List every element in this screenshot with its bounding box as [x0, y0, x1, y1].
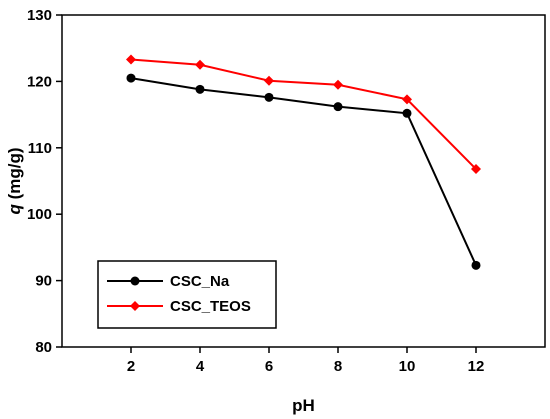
x-tick-label: 12: [468, 358, 485, 375]
x-tick-label: 10: [399, 358, 416, 375]
legend: CSC_Na CSC_TEOS: [97, 260, 277, 329]
data-point-csc-na: [264, 92, 274, 102]
data-point-csc-na: [402, 108, 412, 118]
x-tick-label: 6: [265, 358, 273, 375]
x-tick-label: 4: [196, 358, 205, 375]
series-layer: [126, 54, 481, 270]
data-point-csc-teos: [471, 164, 481, 175]
legend-label-csc-na: CSC_Na: [170, 273, 230, 290]
data-point-csc-teos: [126, 54, 136, 65]
data-point-csc-teos: [333, 79, 343, 90]
y-tick-label: 80: [35, 339, 52, 356]
plot-frame: [61, 14, 546, 348]
y-tick-label: 100: [27, 206, 52, 223]
data-point-csc-na: [195, 84, 205, 94]
y-tick-label: 110: [28, 140, 52, 157]
data-point-csc-na: [471, 260, 481, 270]
data-point-csc-teos: [195, 59, 205, 70]
x-tick-label: 2: [127, 358, 135, 375]
series-line-csc-na: [130, 77, 477, 266]
legend-marker-csc-teos: [130, 301, 140, 311]
legend-box: [97, 260, 277, 329]
data-point-csc-teos: [264, 75, 274, 86]
y-tick-label: 130: [27, 7, 52, 24]
legend-marker-csc-na: [130, 276, 140, 286]
y-axis-title: q (mg/g): [5, 147, 24, 214]
y-tick-label: 120: [27, 73, 52, 90]
y-axis-title-symbol: q: [5, 204, 24, 215]
y-axis-title-unit: (mg/g): [5, 147, 24, 204]
axis-ticks: 2 4 6 8 10 12 80 90 100 110 120 130: [27, 7, 484, 375]
x-tick-label: 8: [334, 358, 342, 375]
x-axis-title: pH: [292, 396, 315, 415]
data-point-csc-na: [126, 73, 136, 83]
data-point-csc-na: [333, 102, 343, 112]
y-tick-label: 90: [35, 273, 52, 290]
legend-label-csc-teos: CSC_TEOS: [170, 298, 251, 315]
data-point-csc-teos: [402, 94, 412, 105]
series-line-csc-teos: [130, 58, 477, 170]
